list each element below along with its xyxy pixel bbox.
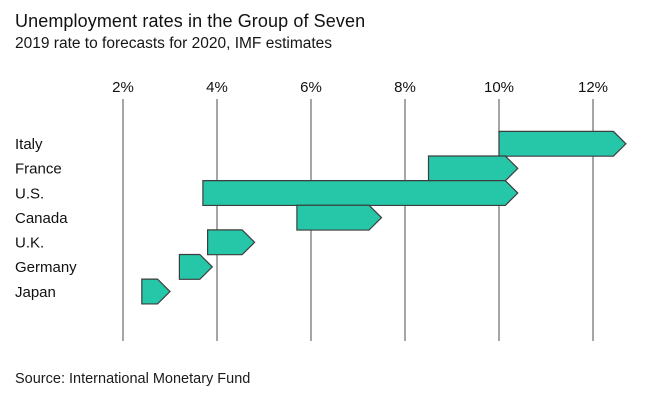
x-tick-label-8pct: 8% xyxy=(394,79,416,96)
category-label-canada: Canada xyxy=(15,210,68,227)
category-label-us: U.S. xyxy=(15,185,44,202)
range-arrow-us xyxy=(202,180,519,207)
category-label-italy: Italy xyxy=(15,136,43,153)
chart-title: Unemployment rates in the Group of Seven xyxy=(15,11,366,31)
chart-subtitle: 2019 rate to forecasts for 2020, IMF est… xyxy=(15,35,333,52)
x-tick-label-4pct: 4% xyxy=(206,79,228,96)
x-tick-label-10pct: 10% xyxy=(484,79,514,96)
range-arrow-japan xyxy=(141,278,171,305)
category-label-japan: Japan xyxy=(15,284,56,301)
category-label-germany: Germany xyxy=(15,259,77,276)
x-tick-label-2pct: 2% xyxy=(112,79,134,96)
source-note: Source: International Monetary Fund xyxy=(15,371,251,387)
range-arrow-italy xyxy=(498,130,627,157)
category-label-uk: U.K. xyxy=(15,235,44,252)
range-arrow-france xyxy=(427,155,519,182)
x-tick-label-12pct: 12% xyxy=(578,79,608,96)
range-arrow-germany xyxy=(178,253,214,280)
category-label-france: France xyxy=(15,161,62,178)
range-arrow-uk xyxy=(207,229,256,256)
x-tick-label-6pct: 6% xyxy=(300,79,322,96)
range-arrow-canada xyxy=(296,204,383,231)
